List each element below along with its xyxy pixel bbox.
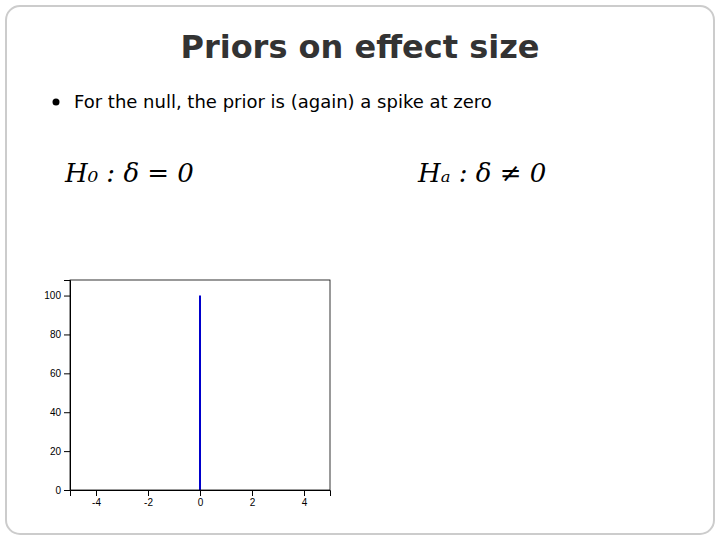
chart-container: Priors on effect size For the null, the p… (0, 0, 720, 540)
y-tick-label: 100 (44, 290, 61, 301)
y-tick-mark (64, 412, 70, 413)
slide-frame (6, 6, 714, 534)
x-tick: -4 (92, 490, 101, 508)
x-tick-mark (96, 490, 97, 496)
y-tick-mark (64, 490, 70, 491)
plot-background (70, 280, 330, 490)
x-axis-line (71, 491, 331, 497)
y-tick-mark (64, 296, 70, 297)
y-tick-label: 40 (50, 407, 62, 418)
x-tick: -2 (144, 490, 153, 508)
y-tick-label: 60 (50, 368, 62, 379)
y-tick: 40 (50, 407, 70, 418)
y-tick-label: 20 (50, 446, 62, 457)
x-tick-mark (200, 490, 201, 496)
y-tick-mark (64, 334, 70, 335)
annotation: H₀ : δ = 0 (64, 158, 194, 188)
y-tick-label: 0 (55, 485, 61, 496)
plot-area: -4-2024020406080100 (44, 280, 330, 508)
spike (199, 296, 201, 490)
y-axis: 0 20 40 60 80 100 (44, 281, 70, 496)
x-axis: -4 -2 0 2 4 (71, 490, 331, 508)
x-tick-label: 4 (302, 497, 308, 508)
y-tick-mark (64, 451, 70, 452)
y-tick: 100 (44, 290, 70, 301)
x-tick-label: -2 (144, 497, 153, 508)
marks (200, 296, 201, 490)
bullet (53, 99, 60, 106)
y-tick: 60 (50, 368, 70, 379)
x-tick: 4 (302, 490, 308, 508)
x-tick-mark (304, 490, 305, 496)
x-tick: 0 (198, 490, 204, 508)
y-axis-line (64, 281, 71, 491)
y-tick: 0 (55, 485, 70, 496)
x-tick: 2 (250, 490, 256, 508)
x-tick-label: 0 (198, 497, 204, 508)
chart-svg: Priors on effect size For the null, the p… (0, 0, 720, 540)
x-tick-mark (252, 490, 253, 496)
y-tick: 80 (50, 329, 70, 340)
title: Priors on effect size (180, 28, 539, 66)
plot-frame (70, 280, 330, 490)
annotation: Hₐ : δ ≠ 0 (417, 158, 546, 188)
y-tick-mark (64, 373, 70, 374)
y-tick: 20 (50, 446, 70, 457)
annotation: For the null, the prior is (again) a spi… (74, 91, 492, 112)
x-tick-label: -4 (92, 497, 101, 508)
x-tick-mark (148, 490, 149, 496)
y-tick-label: 80 (50, 329, 62, 340)
x-tick-label: 2 (250, 497, 256, 508)
